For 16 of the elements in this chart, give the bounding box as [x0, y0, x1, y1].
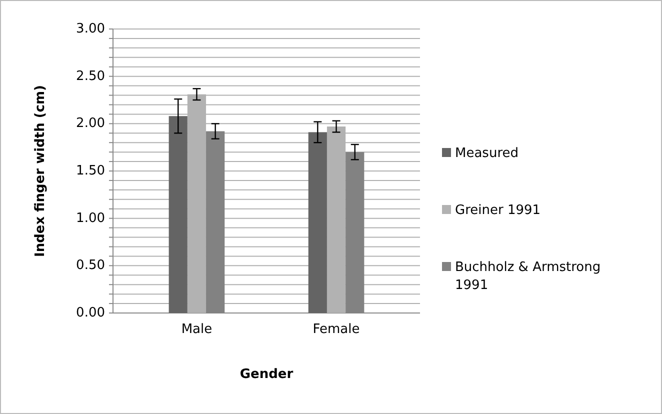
legend-label: Greiner 1991 — [455, 202, 541, 218]
legend-label: Buchholz & Armstrong 1991 — [455, 260, 601, 292]
legend-label: Measured — [455, 146, 519, 160]
y-tick-label: 3.00 — [76, 22, 105, 36]
y-tick-label: 0.00 — [76, 306, 105, 320]
bar — [168, 116, 188, 313]
x-tick-label: Male — [181, 322, 212, 337]
y-axis-title: Index finger width (cm) — [33, 85, 48, 257]
y-tick-label: 2.00 — [76, 116, 105, 132]
y-tick-label: 1.50 — [76, 164, 105, 178]
y-tick-label: 0.50 — [76, 258, 105, 274]
bar — [308, 132, 327, 313]
x-tick-label: Female — [312, 322, 360, 337]
y-tick-label: 1.00 — [76, 210, 105, 226]
x-axis-title: Gender — [240, 367, 294, 382]
y-tick-label: 2.50 — [76, 68, 105, 84]
